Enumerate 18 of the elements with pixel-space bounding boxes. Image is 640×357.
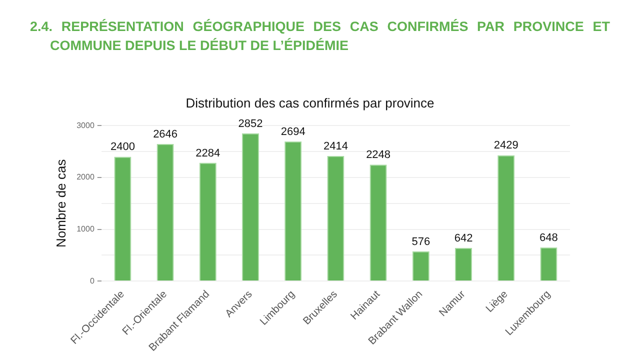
data-label: 2852	[238, 118, 263, 130]
y-axis-title: Nombre de cas	[53, 158, 68, 248]
data-label: 2694	[280, 126, 306, 138]
y-tick-label: 2000	[76, 172, 95, 182]
chart-title: Distribution des cas confirmés par province	[186, 95, 434, 110]
y-tick-label: 1000	[76, 224, 95, 234]
data-label: 648	[540, 232, 558, 244]
data-label: 642	[454, 232, 473, 244]
data-label: 2646	[153, 128, 178, 140]
y-tick-label: 0	[90, 276, 95, 286]
data-label: 2248	[366, 149, 391, 162]
data-label: 576	[412, 236, 430, 248]
chart-subtitle: 2.4. REPRÉSENTATION GÉOGRAPHIQUE DES CAS CONFIRMÉS PAR PROVINCE ET COMMUNE DEPUIS LE DÉBUT DE L’ÉPIDÉMIE	[30, 18, 610, 55]
data-label: 2284	[196, 147, 220, 160]
data-label: 2429	[494, 140, 518, 152]
data-label: 2414	[323, 140, 348, 153]
y-tick-label: 3000	[76, 120, 95, 130]
data-label: 2400	[110, 141, 135, 154]
